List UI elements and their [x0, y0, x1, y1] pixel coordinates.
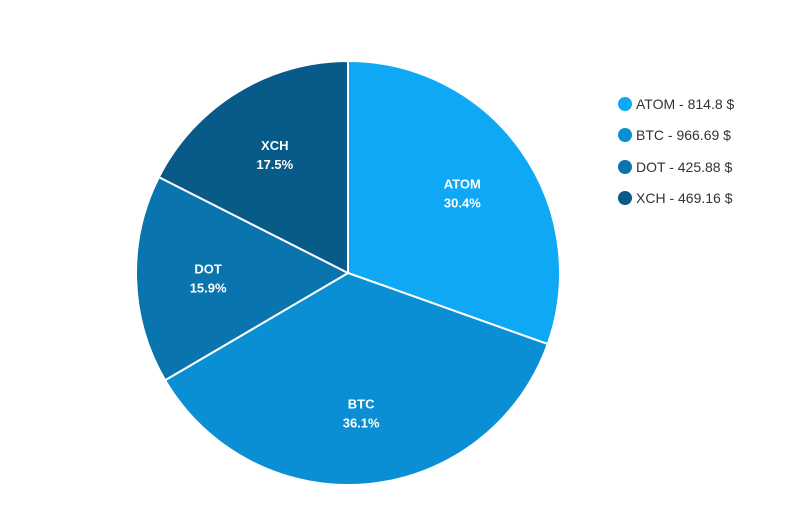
slice-percent-btc: 36.1% — [343, 415, 380, 430]
pie-slice-atom[interactable] — [347, 60, 561, 346]
legend-label: DOT - 425.88 $ — [636, 158, 733, 175]
legend-swatch — [618, 96, 632, 111]
pie-labels: ATOM 30.4% BTC 36.1% DOT 15.9% XCH 17.5% — [190, 138, 481, 431]
legend-swatch — [618, 128, 632, 143]
legend-label: BTC - 966.69 $ — [636, 127, 731, 144]
slice-percent-atom: 30.4% — [444, 195, 481, 210]
legend-swatch — [618, 159, 632, 174]
slice-label-dot: DOT — [194, 261, 222, 276]
legend-item-dot[interactable]: DOT - 425.88 $ — [618, 151, 734, 183]
legend-swatch — [618, 191, 632, 206]
legend-item-xch[interactable]: XCH - 469.16 $ — [618, 183, 734, 215]
legend-label: XCH - 469.16 $ — [636, 190, 733, 207]
pie-slice-dot[interactable] — [135, 176, 349, 382]
slice-label-atom: ATOM — [444, 176, 481, 191]
pie-slices — [135, 60, 561, 486]
slice-percent-dot: 15.9% — [190, 280, 227, 295]
legend-item-atom[interactable]: ATOM - 814.8 $ — [618, 88, 734, 120]
pie-slice-btc[interactable] — [164, 272, 549, 486]
chart-legend: ATOM - 814.8 $ BTC - 966.69 $ DOT - 425.88… — [618, 88, 734, 214]
pie-slice-xch[interactable] — [157, 60, 349, 274]
legend-label: ATOM - 814.8 $ — [636, 95, 735, 112]
legend-item-btc[interactable]: BTC - 966.69 $ — [618, 120, 734, 152]
slice-percent-xch: 17.5% — [256, 157, 293, 172]
slice-label-btc: BTC — [348, 396, 375, 411]
slice-label-xch: XCH — [261, 138, 288, 153]
